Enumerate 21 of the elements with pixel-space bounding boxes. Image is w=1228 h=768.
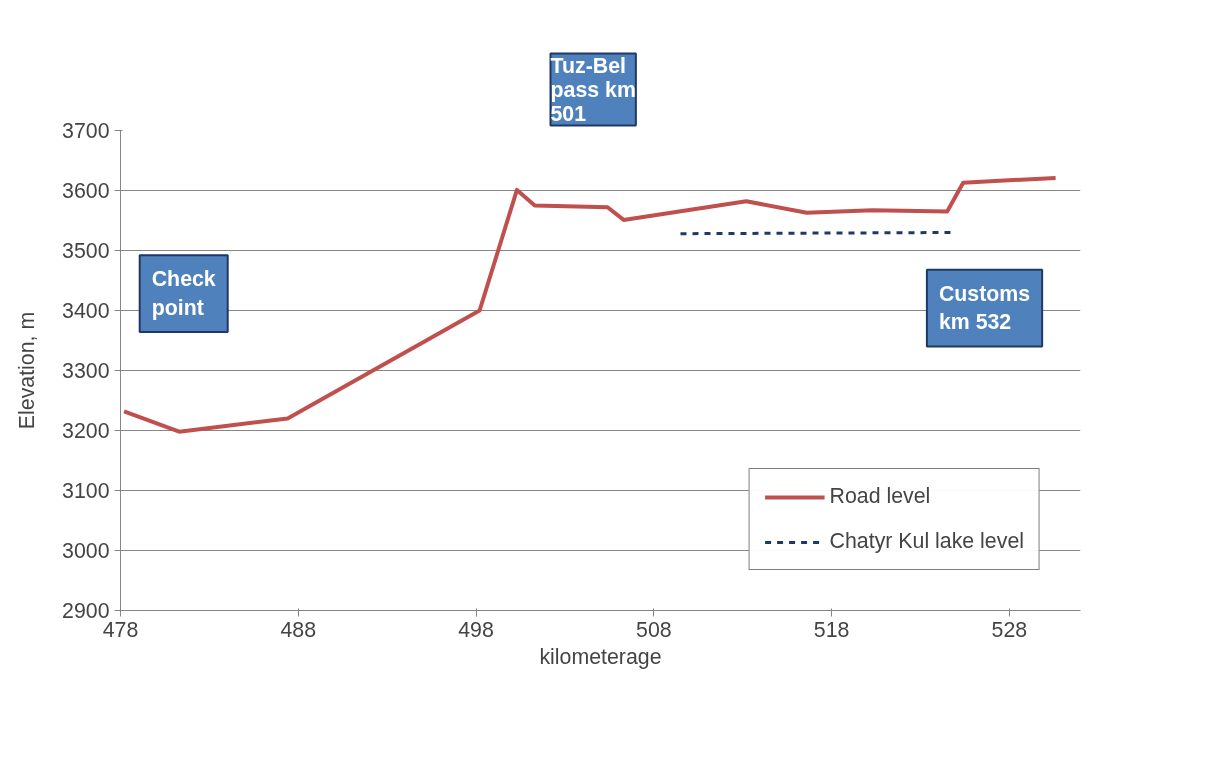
y-tick-label: 3500	[62, 239, 110, 263]
y-tick-label: 3300	[62, 359, 110, 383]
text: Tuz-Bel pass km 501	[550, 53, 636, 126]
y-tick-label: 3400	[62, 299, 110, 323]
x-tick-label: 488	[280, 617, 317, 642]
y-tick-label: 3200	[62, 419, 110, 443]
legend-label: Chatyr Kul lake level	[829, 529, 1024, 554]
x-tick-label: 508	[636, 617, 672, 642]
line-series	[122, 175, 1058, 434]
y-tick-label: 3000	[62, 539, 110, 563]
y-axis-title: Elevation, m	[15, 311, 40, 430]
legend-label: Road level	[829, 484, 931, 509]
x-tick-label: 528	[991, 617, 1028, 642]
x-axis-title: kilometerage	[539, 644, 662, 669]
x-tick-label: 498	[458, 617, 494, 642]
y-tick-label: 3600	[62, 179, 110, 203]
y-tick-label: 3700	[62, 119, 110, 143]
x-tick-label: 518	[813, 617, 850, 642]
y-tick-label: 3100	[62, 479, 110, 503]
annotation: Check point	[151, 267, 216, 321]
annotation: Customs km 532	[938, 281, 1031, 335]
